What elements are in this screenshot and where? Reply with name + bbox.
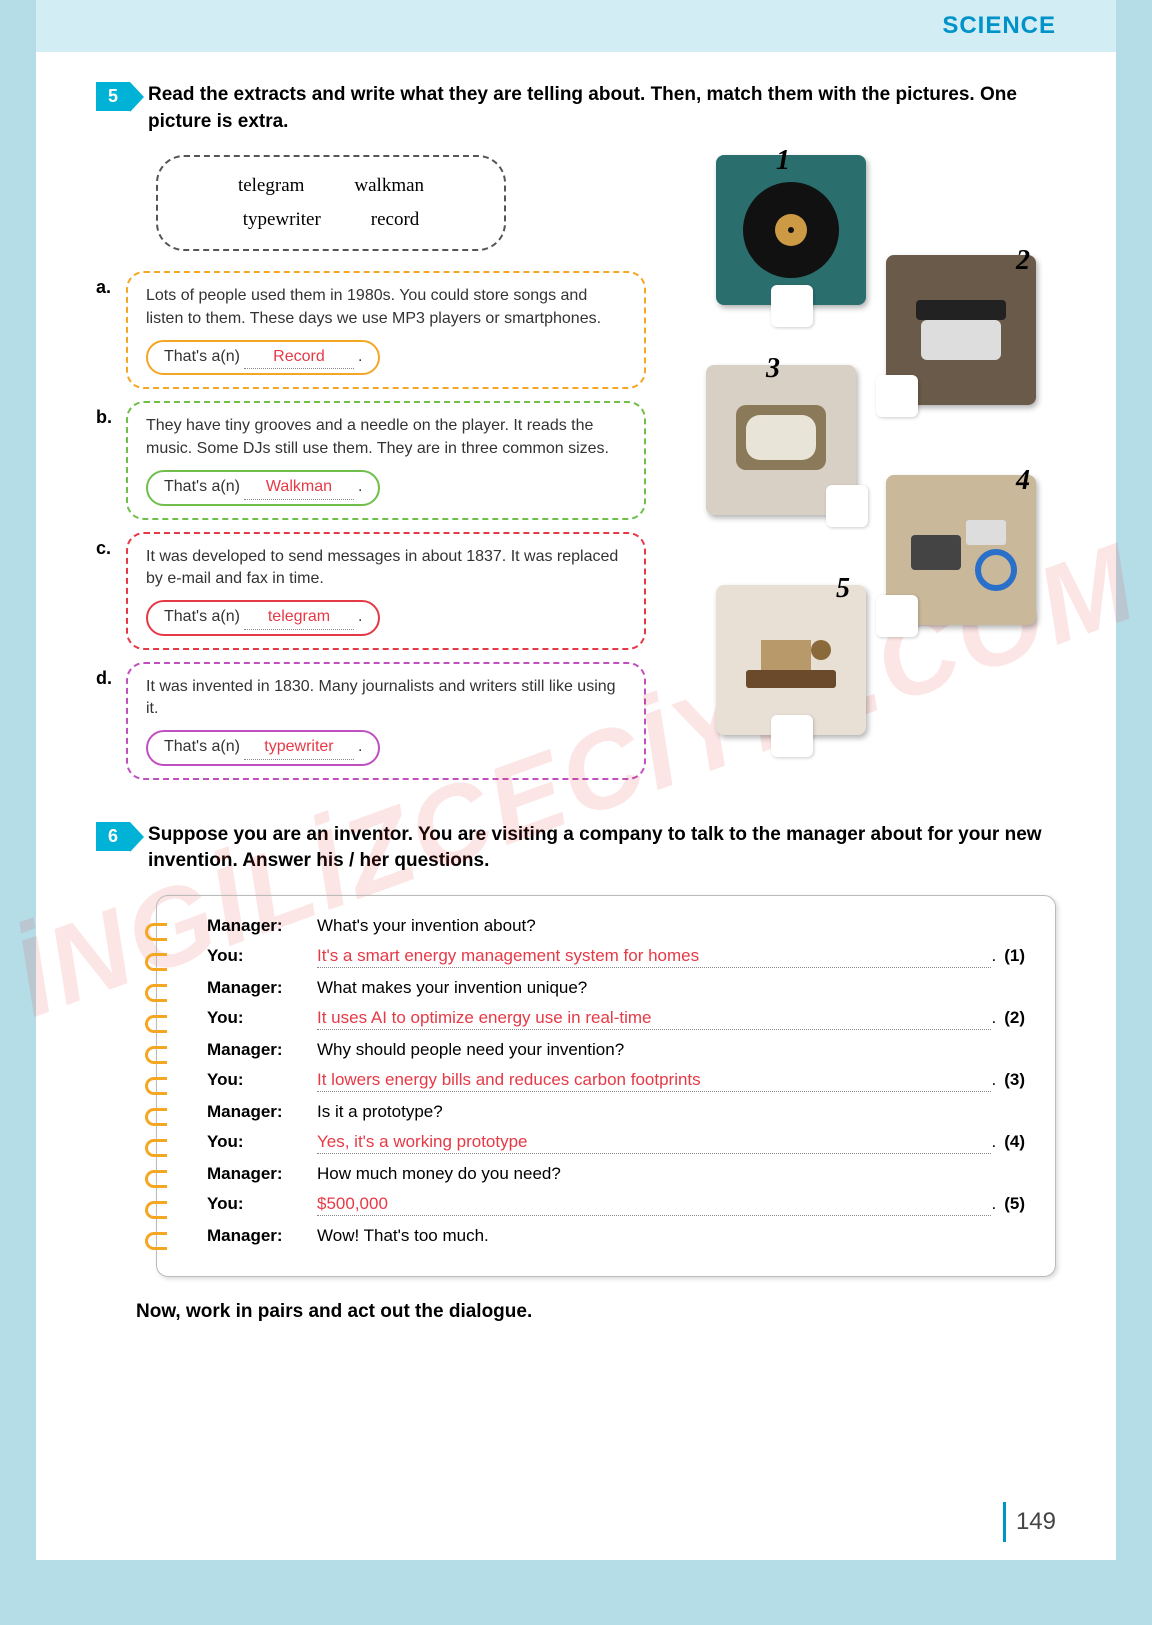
picture-number: 4	[1016, 465, 1030, 497]
ex5-number-badge: 5	[96, 82, 130, 111]
picture-1	[716, 155, 866, 305]
dialogue-answer-blank[interactable]: It's a smart energy management system fo…	[317, 946, 991, 968]
answer-blank[interactable]: Record	[244, 346, 354, 369]
tv-icon	[726, 395, 836, 485]
dialogue-row: Manager:Is it a prototype?	[207, 1102, 1025, 1122]
dialogue-question: Is it a prototype?	[317, 1102, 1025, 1122]
extract-box-d: It was invented in 1830. Many journalist…	[126, 662, 646, 780]
dialogue-answer-number: (2)	[1004, 1008, 1025, 1028]
picture-number: 1	[776, 145, 790, 177]
dialogue-speaker: You:	[207, 946, 317, 966]
dialogue-row: Manager:What's your invention about?	[207, 916, 1025, 936]
pictures-panel: 1 2 3	[676, 155, 1056, 775]
answer-prefix: That's a(n)	[164, 476, 240, 498]
word-bank: telegram walkman typewriter record	[156, 155, 506, 251]
dialogue-row: You:It lowers energy bills and reduces c…	[207, 1070, 1025, 1092]
dialogue-question: What's your invention about?	[317, 916, 1025, 936]
picture-number: 3	[766, 353, 780, 385]
dialogue-answer-blank[interactable]: It uses AI to optimize energy use in rea…	[317, 1008, 991, 1030]
picture-answer-box[interactable]	[826, 485, 868, 527]
extract-text: It was invented in 1830. Many journalist…	[146, 676, 626, 721]
picture-answer-box[interactable]	[771, 285, 813, 327]
dialogue-answer-blank[interactable]: It lowers energy bills and reduces carbo…	[317, 1070, 991, 1092]
dialogue-answer-number: (5)	[1004, 1194, 1025, 1214]
dialogue-row: You:It uses AI to optimize energy use in…	[207, 1008, 1025, 1030]
dialogue-row: You:$500,000 . (5)	[207, 1194, 1025, 1216]
dialogue-row: Manager:What makes your invention unique…	[207, 978, 1025, 998]
extract-text: It was developed to send messages in abo…	[146, 546, 626, 591]
dialogue-row: You:It's a smart energy management syste…	[207, 946, 1025, 968]
dialogue-answer-number: (4)	[1004, 1132, 1025, 1152]
typewriter-icon	[911, 290, 1011, 370]
extract-text: Lots of people used them in 1980s. You c…	[146, 285, 626, 330]
dialogue-speaker: Manager:	[207, 978, 317, 998]
answer-prefix: That's a(n)	[164, 346, 240, 368]
record-icon	[736, 175, 846, 285]
word-bank-item: telegram	[238, 175, 304, 197]
dialogue-answer-blank[interactable]: Yes, it's a working prototype	[317, 1132, 991, 1154]
dialogue-row: Manager:Why should people need your inve…	[207, 1040, 1025, 1060]
dialogue-speaker: Manager:	[207, 1226, 317, 1246]
ex5-instruction: Read the extracts and write what they ar…	[148, 82, 1056, 135]
dialogue-question: What makes your invention unique?	[317, 978, 1025, 998]
dialogue-speaker: Manager:	[207, 916, 317, 936]
dialogue-speaker: You:	[207, 1070, 317, 1090]
extract-box-a: Lots of people used them in 1980s. You c…	[126, 271, 646, 389]
ex6-footer-text: Now, work in pairs and act out the dialo…	[136, 1301, 1056, 1323]
dialogue-speaker: You:	[207, 1008, 317, 1028]
extract-letter: a.	[96, 277, 126, 298]
ex6-number-badge: 6	[96, 822, 130, 851]
dialogue-question: How much money do you need?	[317, 1164, 1025, 1184]
dialogue-speaker: Manager:	[207, 1102, 317, 1122]
dialogue-speaker: Manager:	[207, 1164, 317, 1184]
dialogue-row: Manager:How much money do you need?	[207, 1164, 1025, 1184]
walkman-icon	[901, 505, 1021, 595]
dialogue-box: Manager:What's your invention about?You:…	[156, 895, 1056, 1277]
telegraph-icon	[731, 620, 851, 700]
picture-number: 5	[836, 573, 850, 605]
header-bar: SCIENCE	[36, 0, 1116, 52]
dialogue-row: You:Yes, it's a working prototype . (4)	[207, 1132, 1025, 1154]
answer-pill: That's a(n) Walkman.	[146, 470, 380, 505]
dialogue-answer-number: (1)	[1004, 946, 1025, 966]
dialogue-speaker: You:	[207, 1194, 317, 1214]
extract-text: They have tiny grooves and a needle on t…	[146, 415, 626, 460]
picture-5	[716, 585, 866, 735]
dialogue-question: Why should people need your invention?	[317, 1040, 1025, 1060]
ex6-instruction: Suppose you are an inventor. You are vis…	[148, 822, 1056, 875]
extract-letter: d.	[96, 668, 126, 689]
spiral-binding	[145, 916, 169, 1256]
dialogue-answer-blank[interactable]: $500,000	[317, 1194, 991, 1216]
answer-pill: That's a(n) Record.	[146, 340, 380, 375]
dialogue-answer-number: (3)	[1004, 1070, 1025, 1090]
extract-letter: b.	[96, 407, 126, 428]
dialogue-speaker: You:	[207, 1132, 317, 1152]
page-number: 149	[1016, 1508, 1056, 1536]
answer-blank[interactable]: Walkman	[244, 476, 354, 499]
word-bank-item: record	[371, 209, 420, 231]
picture-answer-box[interactable]	[876, 595, 918, 637]
extract-box-c: It was developed to send messages in abo…	[126, 532, 646, 650]
subject-title: SCIENCE	[942, 12, 1056, 40]
dialogue-speaker: Manager:	[207, 1040, 317, 1060]
ex5-header: 5 Read the extracts and write what they …	[96, 82, 1056, 135]
page-footer: 149	[1003, 1502, 1056, 1542]
picture-number: 2	[1016, 245, 1030, 277]
answer-pill: That's a(n) telegram.	[146, 600, 380, 635]
picture-answer-box[interactable]	[771, 715, 813, 757]
answer-blank[interactable]: typewriter	[244, 736, 354, 759]
word-bank-item: typewriter	[243, 209, 321, 231]
answer-prefix: That's a(n)	[164, 606, 240, 628]
answer-blank[interactable]: telegram	[244, 606, 354, 629]
ex6-header: 6 Suppose you are an inventor. You are v…	[96, 822, 1056, 875]
answer-prefix: That's a(n)	[164, 736, 240, 758]
extract-letter: c.	[96, 538, 126, 559]
extract-box-b: They have tiny grooves and a needle on t…	[126, 401, 646, 519]
answer-pill: That's a(n) typewriter.	[146, 730, 380, 765]
picture-answer-box[interactable]	[876, 375, 918, 417]
dialogue-question: Wow! That's too much.	[317, 1226, 1025, 1246]
dialogue-row: Manager:Wow! That's too much.	[207, 1226, 1025, 1246]
word-bank-item: walkman	[354, 175, 424, 197]
